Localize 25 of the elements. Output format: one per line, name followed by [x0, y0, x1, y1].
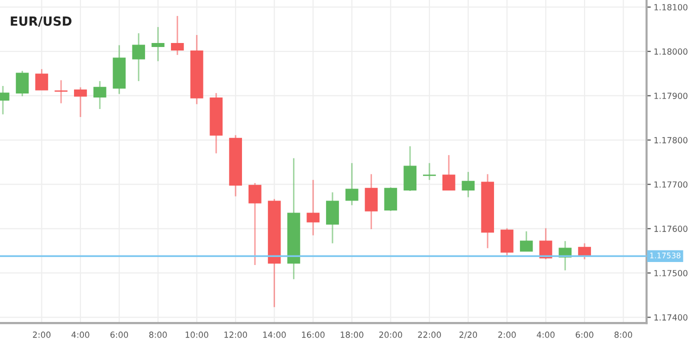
x-tick-label: 10:00: [186, 332, 208, 338]
x-tick-label: 4:00: [72, 332, 90, 338]
x-tick-label: 16:00: [302, 332, 325, 338]
y-tick-label: 1.17900: [654, 92, 688, 100]
x-tick-label: 20:00: [379, 332, 402, 338]
y-tick-label: 1.17700: [654, 181, 688, 188]
x-tick-label: 22:00: [418, 332, 441, 338]
x-tick-label: 14:00: [263, 332, 286, 338]
x-tick-label: 4:00: [536, 332, 555, 338]
x-tick-label: 6:00: [110, 332, 128, 338]
y-tick-label: 1.17800: [654, 137, 688, 144]
x-tick-label: 8:00: [614, 332, 632, 338]
x-tick-label: 18:00: [340, 332, 364, 338]
y-tick-label: 1.17500: [654, 270, 688, 276]
text: EUR/USD: [10, 16, 72, 27]
x-tick-label: 6:00: [576, 332, 594, 338]
x-tick-label: 8:00: [149, 332, 167, 338]
x-tick-label: 12:00: [224, 332, 248, 338]
x-tick-label: 2:00: [498, 332, 516, 338]
x-tick-label: 2:00: [32, 332, 50, 338]
y-tick-label: 1.17600: [654, 226, 688, 232]
y-tick-label: 1.18100: [654, 4, 688, 10]
y-tick-label: 1.18000: [654, 48, 688, 55]
y-tick-label: 1.17400: [654, 314, 688, 321]
x-tick-label: 2/20: [459, 332, 478, 338]
